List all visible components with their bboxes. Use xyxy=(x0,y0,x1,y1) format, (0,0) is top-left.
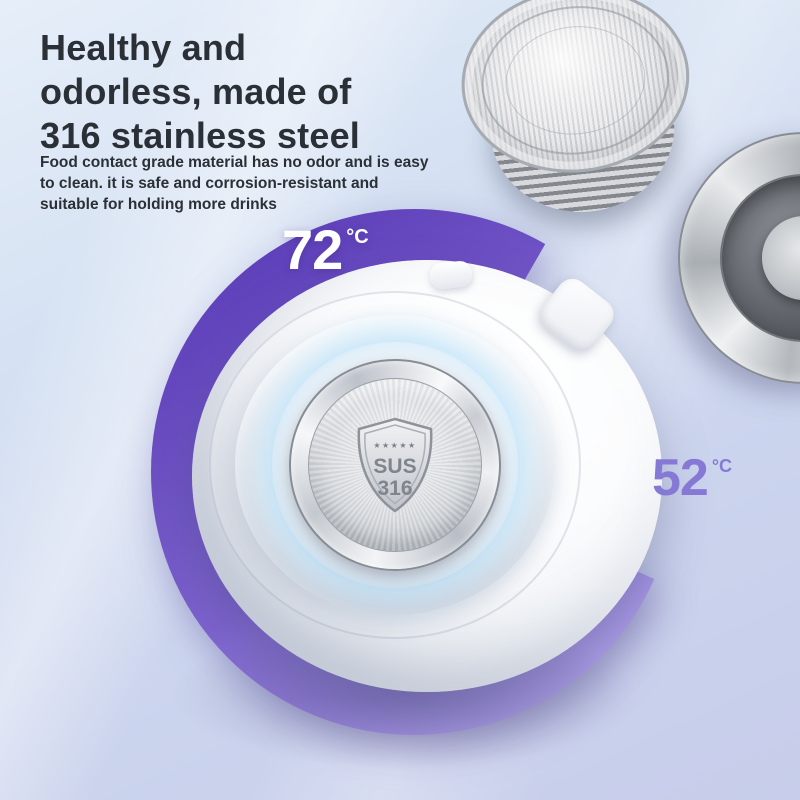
shield-outline xyxy=(357,417,433,513)
hot-temperature-unit: °C xyxy=(346,226,369,248)
description: Food contact grade material has no odor … xyxy=(40,153,428,216)
ring-arc xyxy=(151,209,677,735)
shield-stars: ★★★★★ xyxy=(373,441,416,450)
cold-temperature-value: 52 xyxy=(652,449,709,507)
headline-line-3: 316 stainless steel xyxy=(40,114,361,156)
hot-temperature-value: 72 xyxy=(282,218,343,281)
sus316-shield-badge: ★★★★★ SUS 316 xyxy=(357,417,433,513)
headline-line-2: odorless, made of xyxy=(40,70,352,112)
cold-temperature-unit: °C xyxy=(711,456,733,476)
steel-cup xyxy=(438,0,723,243)
cold-temperature-label: 52 °C xyxy=(652,452,732,504)
thermos-lid: ★★★★★ SUS 316 xyxy=(192,259,662,692)
headline-line-1: Healthy and xyxy=(40,27,247,68)
shield-inner-line xyxy=(364,424,426,505)
description-line-3: suitable for holding more drinks xyxy=(40,195,277,213)
shield-text-sus: SUS xyxy=(373,455,416,478)
description-line-1: Food contact grade material has no odor … xyxy=(40,154,429,171)
description-line-2: to clean. it is safe and corrosion-resis… xyxy=(40,174,379,192)
headline: Healthy and odorless, made of 316 stainl… xyxy=(40,26,360,158)
shield-text-316: 316 xyxy=(377,477,412,500)
hot-temperature-label: 72 °C xyxy=(282,222,369,278)
